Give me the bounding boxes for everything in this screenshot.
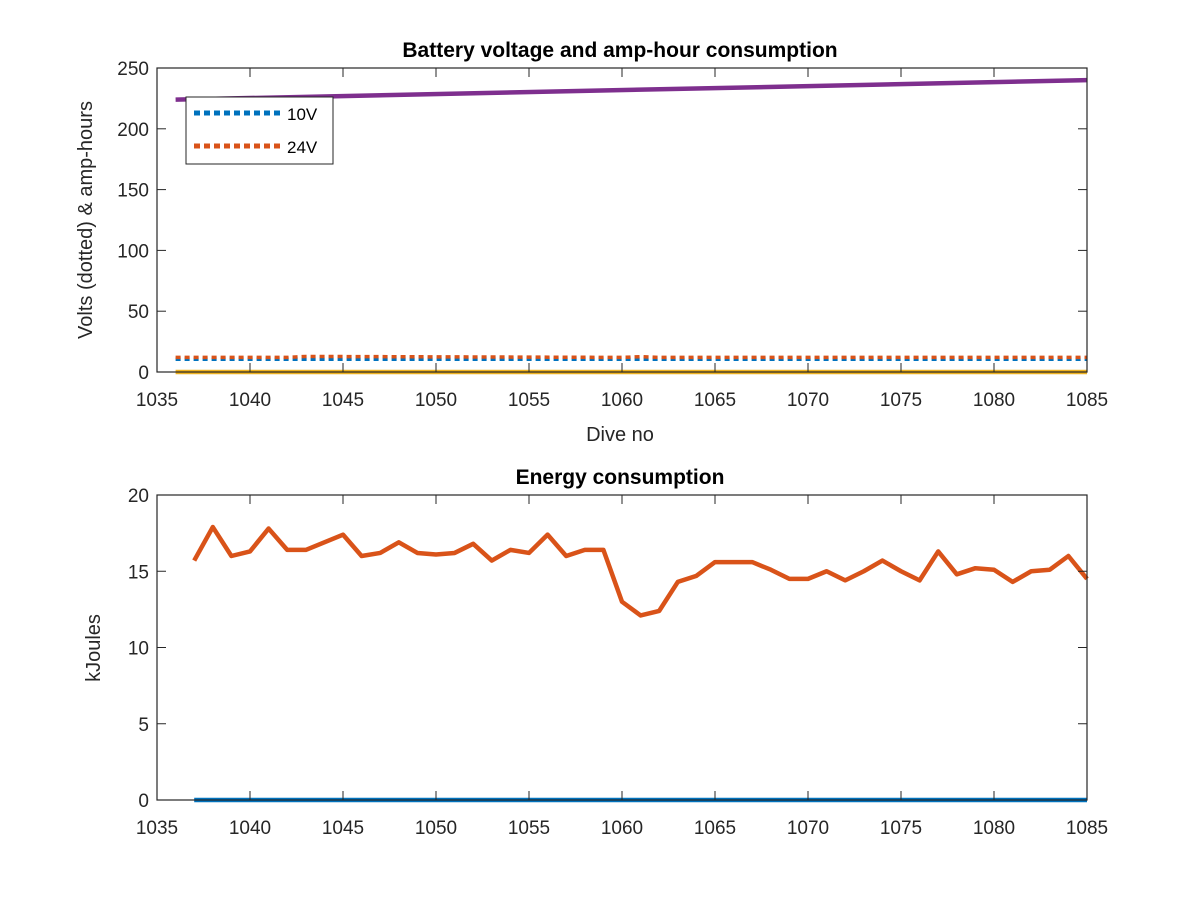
legend-10v-label: 10V <box>287 105 318 124</box>
energy-axes: Energy consumption 1035 1040 1045 1050 1055 1… <box>83 466 1108 839</box>
energy-y-tick-label: 15 <box>128 562 149 583</box>
energy-y-axis-label: kJoules <box>83 614 105 682</box>
energy-x-tick-label: 1035 <box>136 818 178 839</box>
voltage-series-line-1-24v <box>175 354 1087 360</box>
voltage-x-tick-label: 1070 <box>787 390 829 411</box>
energy-x-tick-label: 1065 <box>694 818 736 839</box>
voltage-y-tick-label: 150 <box>117 181 149 202</box>
voltage-y-tick-label: 250 <box>117 59 149 80</box>
voltage-x-tick-label: 1085 <box>1066 390 1108 411</box>
voltage-y-tick-label: 200 <box>117 120 149 141</box>
energy-x-tick-label: 1055 <box>508 818 550 839</box>
energy-y-tick-label: 10 <box>128 639 149 660</box>
energy-ticks: 1035 1040 1045 1050 1055 1060 1065 1070 1075 1080… <box>128 486 1108 839</box>
energy-x-tick-label: 1075 <box>880 818 922 839</box>
energy-x-tick-label: 1070 <box>787 818 829 839</box>
energy-y-tick-label: 20 <box>128 486 149 507</box>
energy-x-tick-label: 1045 <box>322 818 364 839</box>
energy-x-tick-label: 1080 <box>973 818 1015 839</box>
voltage-x-tick-label: 1060 <box>601 390 643 411</box>
legend: 10V 24V <box>185 96 334 165</box>
energy-y-tick-label: 0 <box>138 791 149 812</box>
voltage-x-tick-label: 1055 <box>508 390 550 411</box>
voltage-series-line-3-solid <box>175 77 1088 102</box>
voltage-x-tick-label: 1040 <box>229 390 271 411</box>
voltage-y-axis-label: Volts (dotted) & amp-hours <box>75 101 97 339</box>
legend-box <box>185 96 334 165</box>
energy-y-tick-label: 5 <box>138 715 149 736</box>
voltage-x-tick-label: 1065 <box>694 390 736 411</box>
voltage-ticks: 1035 1040 1045 1050 1055 1060 1065 1070 1075 1080… <box>117 59 1108 411</box>
voltage-x-tick-label: 1075 <box>880 390 922 411</box>
voltage-y-tick-label: 50 <box>128 302 149 323</box>
energy-x-tick-label: 1060 <box>601 818 643 839</box>
voltage-axes: Battery voltage and amp-hour consumption… <box>75 39 1108 446</box>
voltage-chart-title: Battery voltage and amp-hour consumption <box>402 39 837 62</box>
energy-x-tick-label: 1040 <box>229 818 271 839</box>
voltage-x-axis-label: Dive no <box>586 424 654 446</box>
energy-chart-title: Energy consumption <box>516 466 725 489</box>
voltage-x-tick-label: 1045 <box>322 390 364 411</box>
voltage-x-tick-label: 1050 <box>415 390 457 411</box>
voltage-y-tick-label: 100 <box>117 241 149 262</box>
voltage-x-tick-label: 1035 <box>136 390 178 411</box>
voltage-x-tick-label: 1080 <box>973 390 1015 411</box>
energy-x-tick-label: 1085 <box>1066 818 1108 839</box>
energy-series-line-0-solid <box>192 524 1089 618</box>
legend-24v-label: 24V <box>287 138 318 157</box>
energy-x-tick-label: 1050 <box>415 818 457 839</box>
voltage-y-tick-label: 0 <box>138 363 149 384</box>
